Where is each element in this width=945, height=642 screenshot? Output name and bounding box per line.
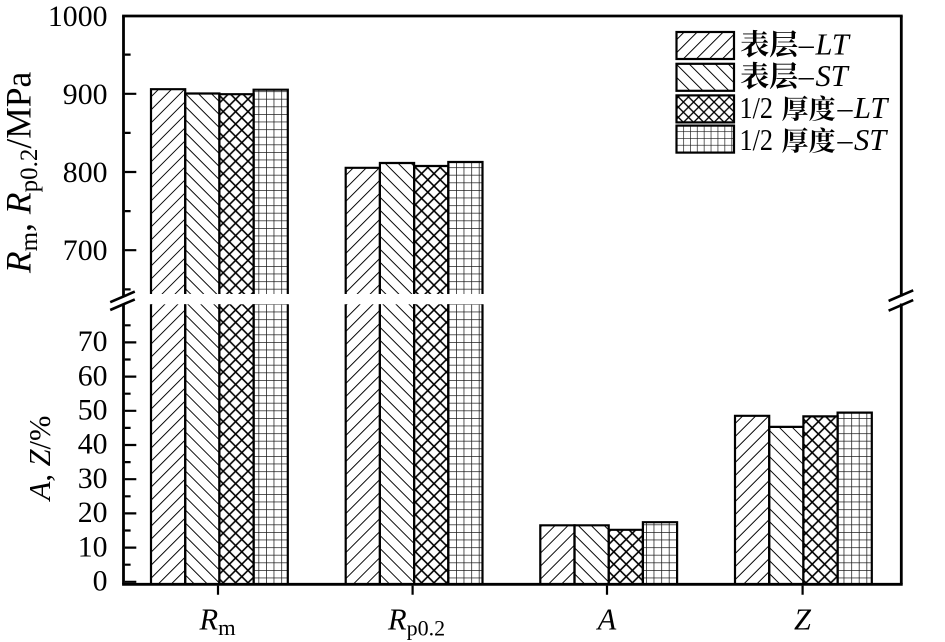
- svg-text:50: 50: [78, 394, 108, 427]
- svg-text:ST: ST: [854, 123, 888, 157]
- svg-text:10: 10: [78, 530, 108, 563]
- svg-text:1000: 1000: [48, 0, 108, 33]
- svg-text:60: 60: [78, 359, 108, 392]
- svg-text:30: 30: [78, 462, 108, 495]
- svg-text:Rp0.2: Rp0.2: [387, 603, 445, 641]
- svg-text:A: A: [596, 603, 617, 637]
- svg-text:–: –: [837, 124, 854, 157]
- svg-text:Rm: Rm: [199, 603, 237, 641]
- svg-text:A, Z/%: A, Z/%: [23, 416, 57, 503]
- svg-text:Rm, Rp0.2/MPa: Rm, Rp0.2/MPa: [0, 72, 43, 274]
- svg-text:–: –: [798, 28, 815, 61]
- svg-text:Z: Z: [794, 603, 812, 637]
- svg-text:70: 70: [78, 325, 108, 358]
- svg-text:–: –: [837, 92, 854, 125]
- svg-text:–: –: [798, 60, 815, 93]
- svg-text:ST: ST: [816, 59, 850, 93]
- svg-text:900: 900: [63, 78, 108, 111]
- svg-text:1/2: 1/2: [740, 122, 774, 157]
- svg-text:0: 0: [93, 565, 108, 598]
- svg-text:800: 800: [63, 156, 108, 189]
- svg-text:LT: LT: [853, 91, 889, 125]
- svg-text:40: 40: [78, 428, 108, 461]
- svg-text:1/2: 1/2: [740, 90, 774, 125]
- svg-text:20: 20: [78, 496, 108, 529]
- svg-text:LT: LT: [815, 27, 851, 61]
- svg-text:700: 700: [63, 234, 108, 267]
